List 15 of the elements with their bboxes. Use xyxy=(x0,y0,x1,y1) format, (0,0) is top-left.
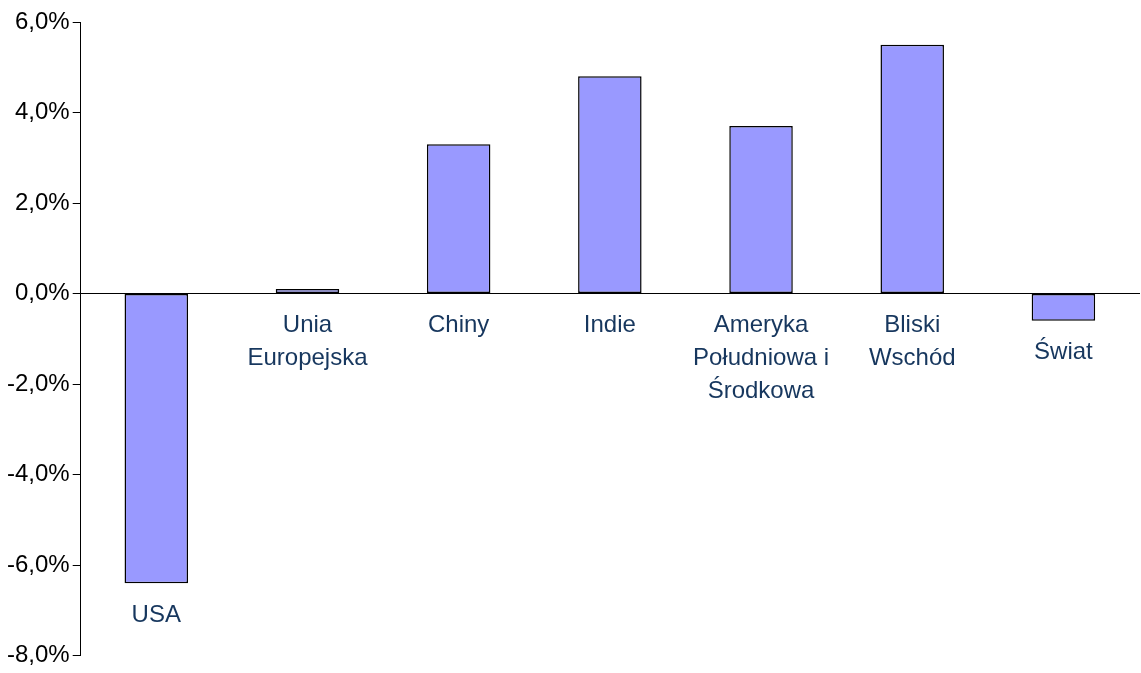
y-tick-label: 4,0% xyxy=(14,97,70,125)
x-tick-label: Bliski Wschód xyxy=(868,310,956,371)
y-tick-label: -8,0% xyxy=(6,640,70,668)
y-tick-label: -4,0% xyxy=(6,459,70,487)
y-tick-label: 6,0% xyxy=(14,6,70,34)
x-tick-label: Świat xyxy=(1034,337,1094,365)
x-tick-label: Unia Europejska xyxy=(247,310,369,371)
x-tick-label: Chiny xyxy=(427,310,490,338)
y-tick-label: -6,0% xyxy=(6,549,70,577)
x-tick-label: USA xyxy=(131,599,181,627)
x-tick-label: Ameryka Południowa i Środkowa xyxy=(692,310,830,404)
y-tick-label: -2,0% xyxy=(6,368,70,396)
y-tick-label: 0,0% xyxy=(14,278,70,306)
x-tick-label: Indie xyxy=(583,310,636,338)
y-tick-label: 2,0% xyxy=(14,187,70,215)
